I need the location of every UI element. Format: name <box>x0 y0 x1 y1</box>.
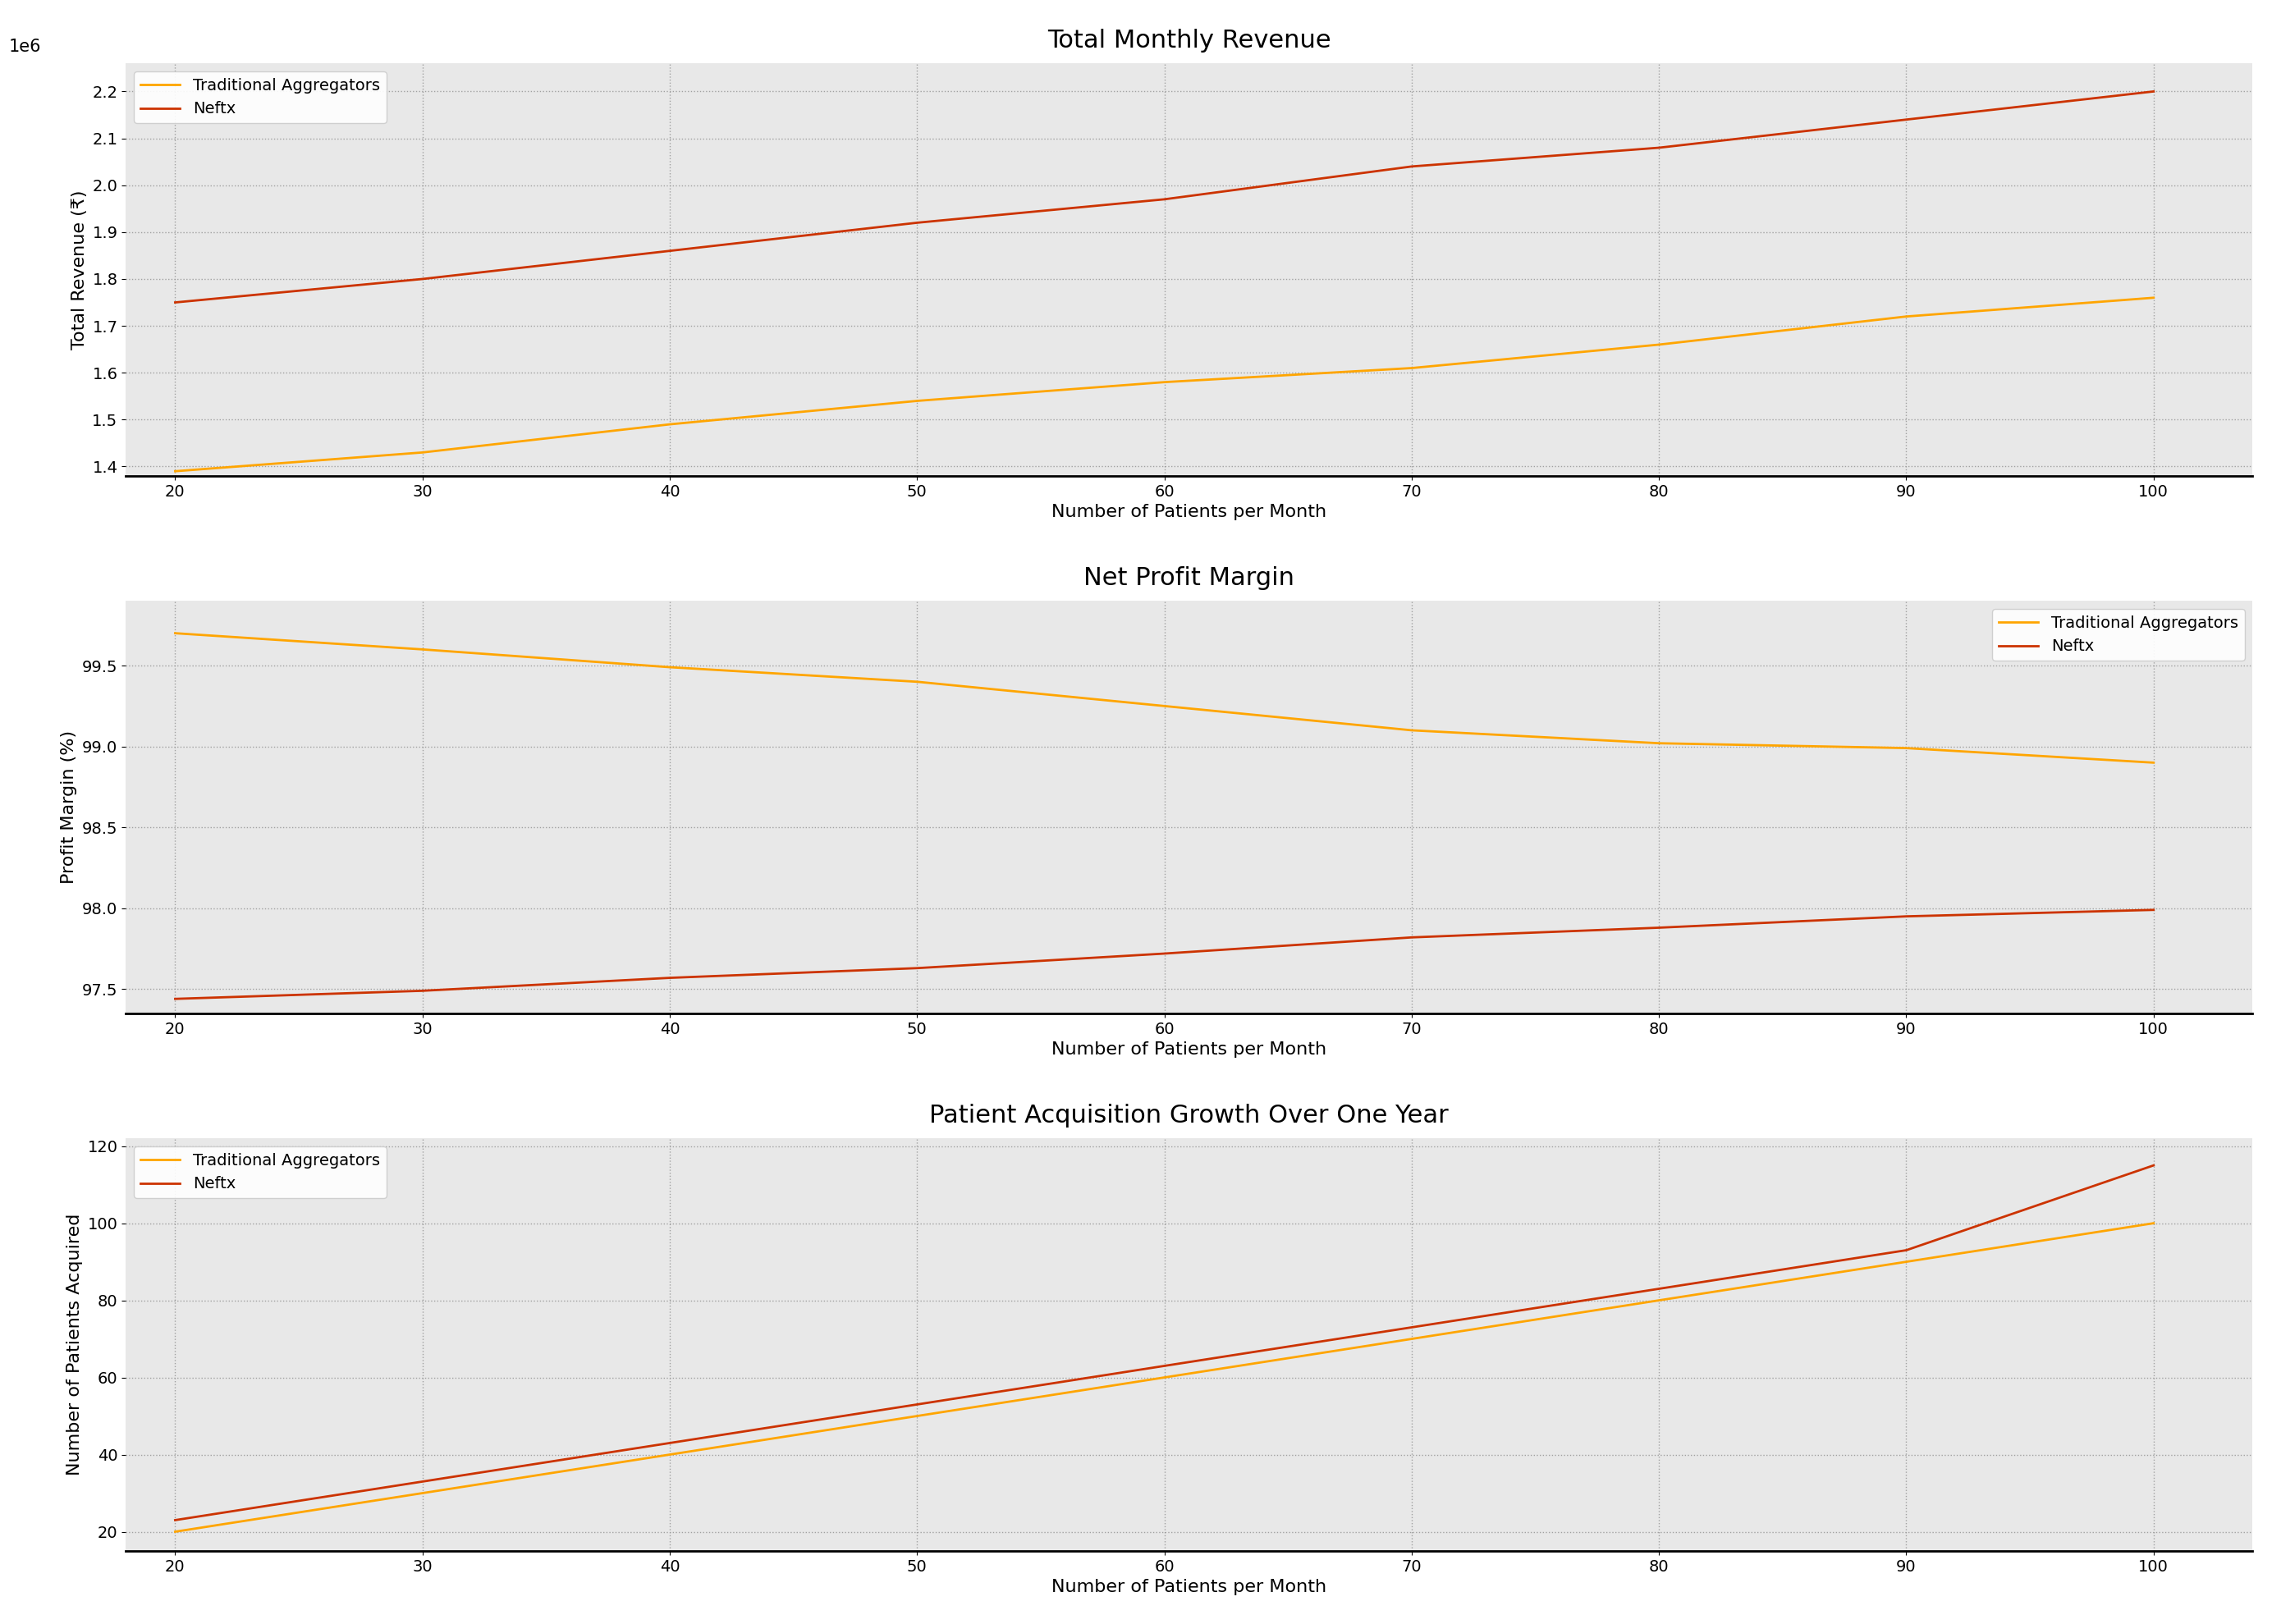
Traditional Aggregators <box>657 658 684 677</box>
Traditional Aggregators <box>1150 697 1177 716</box>
Traditional Aggregators <box>657 414 684 434</box>
Traditional Aggregators <box>1398 1328 1426 1348</box>
Traditional Aggregators <box>2140 754 2167 773</box>
Traditional Aggregators <box>408 640 436 659</box>
Neftx <box>162 989 189 1009</box>
Neftx <box>408 1471 436 1491</box>
Traditional Aggregators <box>162 1522 189 1541</box>
Text: 1e6: 1e6 <box>9 39 41 55</box>
Neftx <box>657 968 684 987</box>
Line: Traditional Aggregators: Traditional Aggregators <box>176 633 2153 763</box>
Traditional Aggregators <box>1893 739 1921 758</box>
Legend: Traditional Aggregators, Neftx: Traditional Aggregators, Neftx <box>135 71 385 123</box>
Traditional Aggregators <box>2140 1213 2167 1233</box>
Title: Patient Acquisition Growth Over One Year: Patient Acquisition Growth Over One Year <box>928 1104 1448 1127</box>
Title: Total Monthly Revenue: Total Monthly Revenue <box>1047 29 1330 52</box>
Traditional Aggregators <box>1645 734 1672 754</box>
Neftx <box>2140 900 2167 919</box>
Neftx <box>657 1434 684 1453</box>
Neftx <box>1398 1317 1426 1337</box>
Traditional Aggregators <box>408 1483 436 1502</box>
Traditional Aggregators <box>408 443 436 463</box>
Neftx <box>1150 944 1177 963</box>
Traditional Aggregators <box>1645 335 1672 354</box>
Y-axis label: Total Revenue (₹): Total Revenue (₹) <box>71 190 87 349</box>
Traditional Aggregators <box>657 1445 684 1465</box>
X-axis label: Number of Patients per Month: Number of Patients per Month <box>1052 1041 1328 1057</box>
Traditional Aggregators <box>2140 287 2167 307</box>
Traditional Aggregators <box>1150 1367 1177 1387</box>
Neftx <box>2140 1156 2167 1176</box>
Neftx <box>1893 110 1921 130</box>
Traditional Aggregators <box>1893 307 1921 326</box>
Neftx <box>1645 1280 1672 1299</box>
Neftx <box>657 240 684 260</box>
X-axis label: Number of Patients per Month: Number of Patients per Month <box>1052 503 1328 520</box>
Line: Neftx: Neftx <box>176 1166 2153 1520</box>
Traditional Aggregators <box>162 624 189 643</box>
Neftx <box>1893 906 1921 926</box>
Neftx <box>1398 927 1426 947</box>
X-axis label: Number of Patients per Month: Number of Patients per Month <box>1052 1579 1328 1595</box>
Legend: Traditional Aggregators, Neftx: Traditional Aggregators, Neftx <box>135 1147 385 1199</box>
Neftx <box>1398 158 1426 177</box>
Neftx <box>903 1395 931 1415</box>
Traditional Aggregators <box>903 1406 931 1426</box>
Y-axis label: Profit Margin (%): Profit Margin (%) <box>62 731 78 883</box>
Legend: Traditional Aggregators, Neftx: Traditional Aggregators, Neftx <box>1991 609 2245 661</box>
Traditional Aggregators <box>1150 372 1177 391</box>
Neftx <box>1645 918 1672 937</box>
Neftx <box>408 270 436 289</box>
Neftx <box>903 213 931 232</box>
Neftx <box>1150 1356 1177 1376</box>
Traditional Aggregators <box>903 391 931 411</box>
Traditional Aggregators <box>1398 721 1426 741</box>
Traditional Aggregators <box>1398 359 1426 378</box>
Neftx <box>1150 190 1177 209</box>
Traditional Aggregators <box>1893 1252 1921 1272</box>
Neftx <box>162 292 189 312</box>
Traditional Aggregators <box>903 672 931 692</box>
Neftx <box>1645 138 1672 158</box>
Line: Traditional Aggregators: Traditional Aggregators <box>176 297 2153 471</box>
Line: Traditional Aggregators: Traditional Aggregators <box>176 1223 2153 1531</box>
Neftx <box>2140 81 2167 101</box>
Neftx <box>903 958 931 978</box>
Neftx <box>162 1510 189 1530</box>
Traditional Aggregators <box>1645 1291 1672 1311</box>
Title: Net Profit Margin: Net Profit Margin <box>1083 567 1296 590</box>
Neftx <box>1893 1241 1921 1260</box>
Y-axis label: Number of Patients Acquired: Number of Patients Acquired <box>66 1213 82 1476</box>
Line: Neftx: Neftx <box>176 91 2153 302</box>
Traditional Aggregators <box>162 461 189 481</box>
Line: Neftx: Neftx <box>176 909 2153 999</box>
Neftx <box>408 981 436 1000</box>
